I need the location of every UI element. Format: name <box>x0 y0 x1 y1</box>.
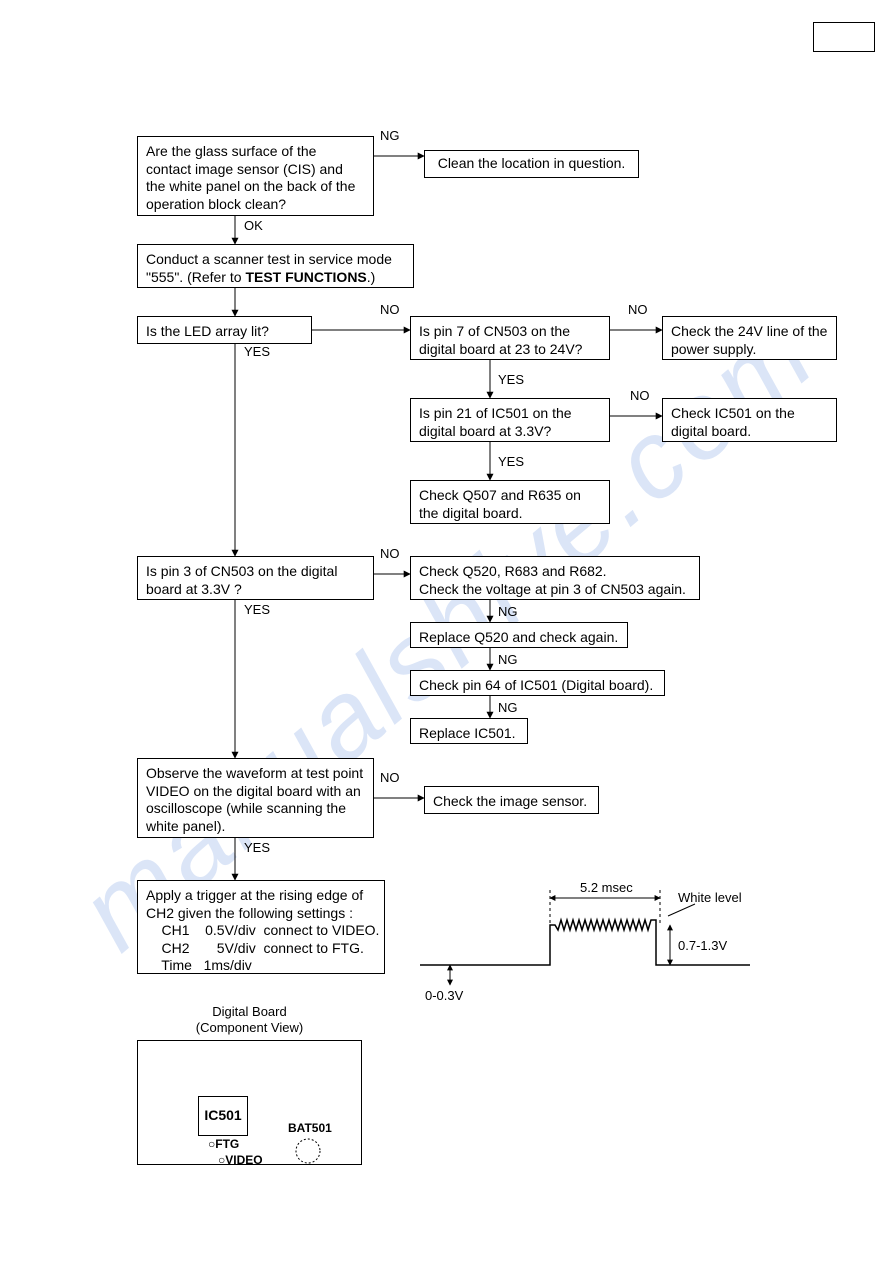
svg-text:NG: NG <box>498 700 518 715</box>
ic501-chip: IC501 <box>198 1096 248 1136</box>
svg-text:NO: NO <box>380 302 400 317</box>
flow-node-n5b: Check IC501 on the digital board. <box>662 398 837 442</box>
waveform-diagram: 5.2 msec White level 0.7-1.3V 0-0.3V <box>420 880 750 1030</box>
svg-text:NO: NO <box>628 302 648 317</box>
flow-node-n6: Check Q507 and R635 on the digital board… <box>410 480 610 524</box>
ftg-testpoint: ○FTG <box>208 1137 239 1152</box>
svg-text:NO: NO <box>380 546 400 561</box>
digital-board-title: Digital Board <box>137 1004 362 1019</box>
flow-node-n1: Are the glass surface of the contact ima… <box>137 136 374 216</box>
svg-text:YES: YES <box>498 372 524 387</box>
flow-node-n9: Replace Q520 and check again. <box>410 622 628 648</box>
wave-base: 0-0.3V <box>425 988 464 1003</box>
svg-text:YES: YES <box>498 454 524 469</box>
flow-node-n5: Is pin 21 of IC501 on the digital board … <box>410 398 610 442</box>
flow-node-n8: Check Q520, R683 and R682. Check the vol… <box>410 556 700 600</box>
svg-text:NG: NG <box>498 604 518 619</box>
svg-text:NG: NG <box>498 652 518 667</box>
flow-node-n3: Is the LED array lit? <box>137 316 312 344</box>
flow-node-n7: Is pin 3 of CN503 on the digital board a… <box>137 556 374 600</box>
wave-white: White level <box>678 890 742 905</box>
wave-vpp: 0.7-1.3V <box>678 938 727 953</box>
digital-board-subtitle: (Component View) <box>137 1020 362 1035</box>
svg-text:NG: NG <box>380 128 400 143</box>
svg-text:NO: NO <box>380 770 400 785</box>
wave-time: 5.2 msec <box>580 880 633 895</box>
video-testpoint: ○VIDEO <box>218 1153 263 1168</box>
flow-node-n11: Replace IC501. <box>410 718 528 744</box>
flow-node-n2: Conduct a scanner test in service mode "… <box>137 244 414 288</box>
svg-text:OK: OK <box>244 218 263 233</box>
bat501-icon <box>293 1136 323 1166</box>
flow-node-n4: Is pin 7 of CN503 on the digital board a… <box>410 316 610 360</box>
svg-text:YES: YES <box>244 840 270 855</box>
flow-node-n12b: Check the image sensor. <box>424 786 599 814</box>
flow-node-n12: Observe the waveform at test point VIDEO… <box>137 758 374 838</box>
flow-node-n4b: Check the 24V line of the power supply. <box>662 316 837 360</box>
svg-text:YES: YES <box>244 602 270 617</box>
flow-node-n10: Check pin 64 of IC501 (Digital board). <box>410 670 665 696</box>
flow-node-n1b: Clean the location in question. <box>424 150 639 178</box>
svg-text:NO: NO <box>630 388 650 403</box>
digital-board-panel: IC501 ○FTG ○VIDEO BAT501 <box>137 1040 362 1165</box>
svg-text:YES: YES <box>244 344 270 359</box>
bat501-label: BAT501 <box>288 1121 332 1136</box>
flow-node-n13: Apply a trigger at the rising edge ofCH2… <box>137 880 385 974</box>
